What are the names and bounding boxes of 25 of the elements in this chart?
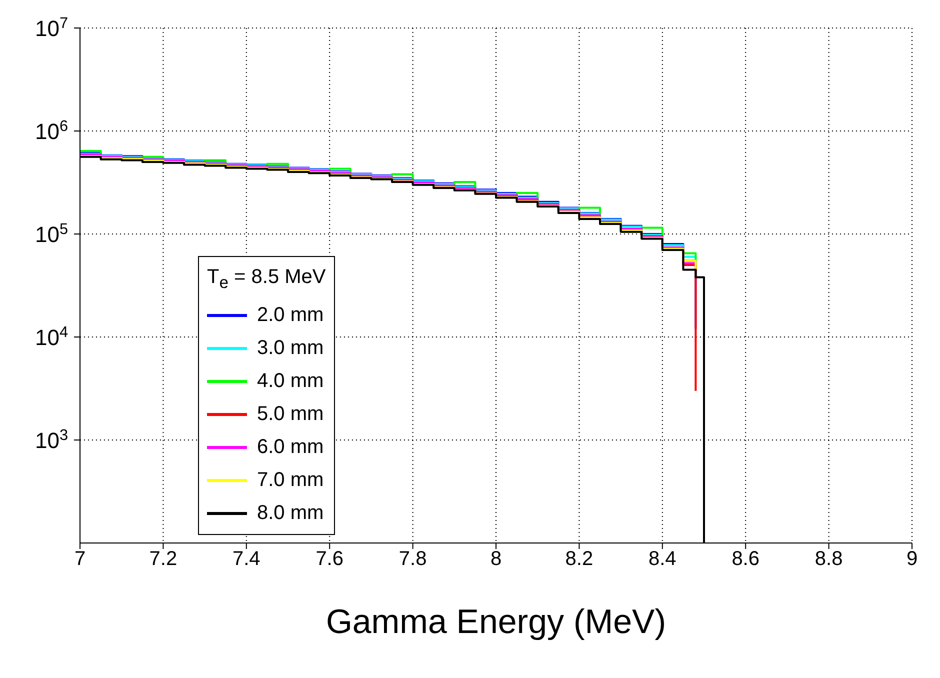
x-tick-label: 8.6 <box>732 548 760 570</box>
x-tick-label: 8 <box>490 548 502 570</box>
y-tick-label: 10$^{6}$ <box>34 118 68 144</box>
legend-label: 2.0 mm <box>257 303 324 328</box>
x-axis-title: Gamma Energy (MeV) <box>326 603 666 641</box>
x-tick-label: 8.8 <box>814 548 843 570</box>
x-tick-label: 8.4 <box>648 548 676 570</box>
x-tick-label: 7.8 <box>398 548 427 570</box>
x-tick-label: 7.4 <box>232 548 260 570</box>
x-tick-label: 9 <box>906 548 918 570</box>
legend-label: 5.0 mm <box>257 402 324 427</box>
legend-label: 7.0 mm <box>257 468 324 493</box>
x-tick-label: 7.2 <box>149 548 178 570</box>
y-tick-label: 10$^{7}$ <box>34 14 68 41</box>
x-tick-label: 8.2 <box>565 548 594 570</box>
x-tick-label: 7 <box>74 548 86 570</box>
legend-title: T$_{e}$ = 8.5 MeV <box>207 265 326 294</box>
y-tick-label: 10$^{3}$ <box>34 426 68 453</box>
legend-label: 3.0 mm <box>257 336 324 361</box>
legend-label: 4.0 mm <box>257 369 324 394</box>
legend-label: 6.0 mm <box>257 435 324 460</box>
y-tick-label: 10$^{4}$ <box>34 324 68 350</box>
x-tick-label: 7.6 <box>316 548 344 570</box>
legend-label: 8.0 mm <box>257 501 324 526</box>
y-tick-label: 10$^{5}$ <box>34 220 68 247</box>
